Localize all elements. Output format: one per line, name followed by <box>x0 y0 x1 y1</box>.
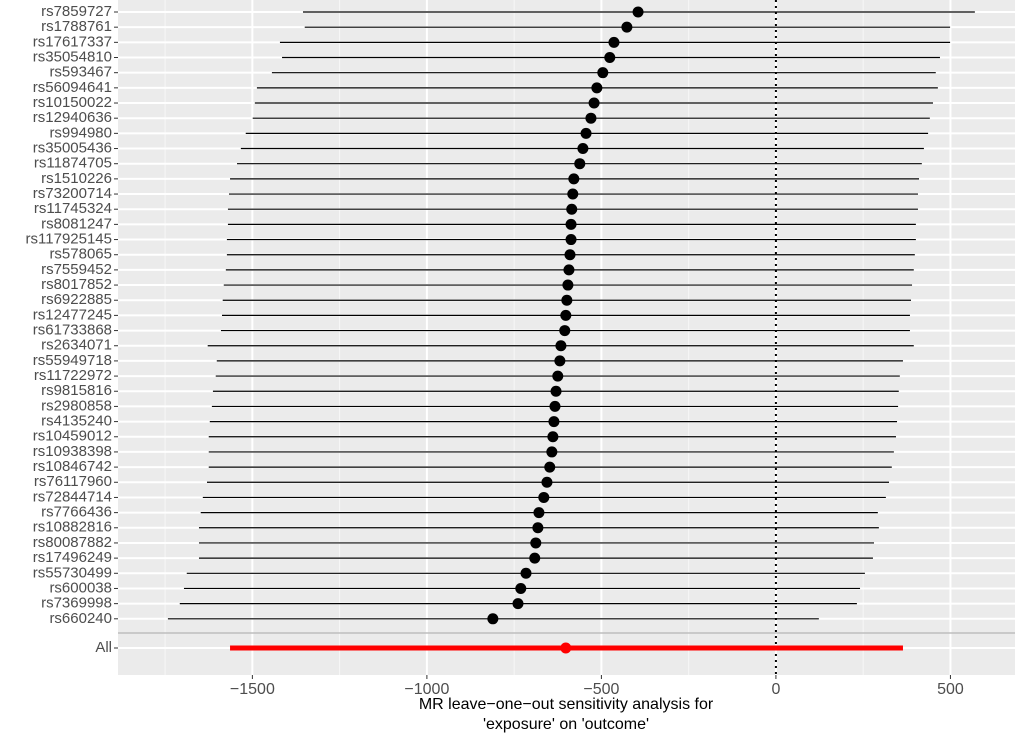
point-estimate <box>567 188 579 200</box>
x-tick-label: 500 <box>937 681 964 698</box>
y-tick-label: rs7859727 <box>41 3 112 20</box>
y-tick-label: rs11874705 <box>34 155 112 172</box>
y-tick-label: rs80087882 <box>33 534 112 551</box>
point-estimate <box>559 325 571 337</box>
y-tick-label: rs56094641 <box>33 79 112 96</box>
y-tick-label: rs8017852 <box>41 276 112 293</box>
y-tick-label: rs9815816 <box>41 382 112 399</box>
point-estimate <box>585 112 597 124</box>
y-tick-label: rs10150022 <box>33 94 112 111</box>
x-tick-label: −1500 <box>230 681 275 698</box>
point-estimate <box>565 218 577 230</box>
point-estimate <box>577 143 589 155</box>
y-tick-label: rs11722972 <box>34 367 112 384</box>
y-tick-label: rs7559452 <box>41 261 112 278</box>
y-tick-label: rs578065 <box>49 246 112 263</box>
point-estimate <box>548 416 560 428</box>
y-tick-label: rs1510226 <box>41 170 112 187</box>
point-estimate <box>554 355 566 367</box>
point-estimate <box>520 567 532 579</box>
point-estimate <box>561 294 573 306</box>
point-estimate <box>550 385 562 397</box>
y-tick-label: rs2980858 <box>41 397 112 414</box>
y-tick-label: All <box>95 639 112 656</box>
point-estimate <box>565 234 577 246</box>
y-tick-label: rs10459012 <box>33 428 112 445</box>
point-estimate <box>632 6 644 18</box>
point-estimate <box>549 400 561 412</box>
point-estimate <box>574 158 586 170</box>
point-estimate <box>538 491 550 503</box>
y-tick-label: rs76117960 <box>34 473 112 490</box>
y-tick-label: rs1788761 <box>41 18 112 35</box>
y-tick-label: rs8081247 <box>41 215 112 232</box>
y-tick-label: rs12477245 <box>33 306 112 323</box>
y-tick-label: rs35054810 <box>33 48 112 65</box>
point-estimate <box>515 582 527 594</box>
y-tick-label: rs10882816 <box>33 519 112 536</box>
point-estimate <box>560 642 572 654</box>
y-tick-label: rs660240 <box>49 610 112 627</box>
point-estimate <box>555 340 567 352</box>
y-tick-label: rs994980 <box>49 124 112 141</box>
point-estimate <box>547 431 559 443</box>
point-estimate <box>487 613 499 625</box>
point-estimate <box>621 21 633 33</box>
point-estimate <box>512 598 524 610</box>
point-estimate <box>544 461 556 473</box>
y-tick-label: rs7766436 <box>41 504 112 521</box>
x-tick-label: −1000 <box>404 681 449 698</box>
y-tick-label: rs6922885 <box>41 291 112 308</box>
y-tick-label: rs72844714 <box>33 488 112 505</box>
y-tick-label: rs61733868 <box>33 322 112 339</box>
y-tick-label: rs12940636 <box>33 109 112 126</box>
y-tick-label: rs2634071 <box>41 337 112 354</box>
y-tick-label: rs55730499 <box>33 564 112 581</box>
point-estimate <box>530 537 542 549</box>
point-estimate <box>560 309 572 321</box>
point-estimate <box>591 82 603 94</box>
x-axis-title: MR leave−one−out sensitivity analysis fo… <box>419 696 714 713</box>
point-estimate <box>529 552 541 564</box>
y-tick-label: rs7369998 <box>41 595 112 612</box>
x-axis-title: 'exposure' on 'outcome' <box>483 716 649 733</box>
point-estimate <box>532 522 544 534</box>
y-tick-label: rs17617337 <box>33 33 112 50</box>
point-estimate <box>552 370 564 382</box>
point-estimate <box>546 446 558 458</box>
x-tick-label: 0 <box>771 681 780 698</box>
point-estimate <box>533 507 545 519</box>
point-estimate <box>580 127 592 139</box>
y-tick-label: rs10846742 <box>33 458 112 475</box>
y-tick-label: rs11745324 <box>34 200 112 217</box>
y-tick-label: rs73200714 <box>33 185 112 202</box>
point-estimate <box>562 279 574 291</box>
y-tick-label: rs600038 <box>49 579 112 596</box>
point-estimate <box>597 67 609 79</box>
y-tick-label: rs17496249 <box>33 549 112 566</box>
y-tick-label: rs35005436 <box>33 139 112 156</box>
point-estimate <box>608 36 620 48</box>
panel <box>118 0 1015 675</box>
point-estimate <box>588 97 600 109</box>
y-tick-label: rs593467 <box>49 64 112 81</box>
x-tick-label: −500 <box>583 681 619 698</box>
y-tick-label: rs10938398 <box>33 443 112 460</box>
point-estimate <box>563 264 575 276</box>
point-estimate <box>541 476 553 488</box>
point-estimate <box>564 249 576 261</box>
point-estimate <box>568 173 580 185</box>
point-estimate <box>566 203 578 215</box>
y-tick-label: rs4135240 <box>41 413 112 430</box>
point-estimate <box>604 52 616 64</box>
y-tick-label: rs55949718 <box>33 352 112 369</box>
y-tick-label: rs117925145 <box>26 231 112 248</box>
